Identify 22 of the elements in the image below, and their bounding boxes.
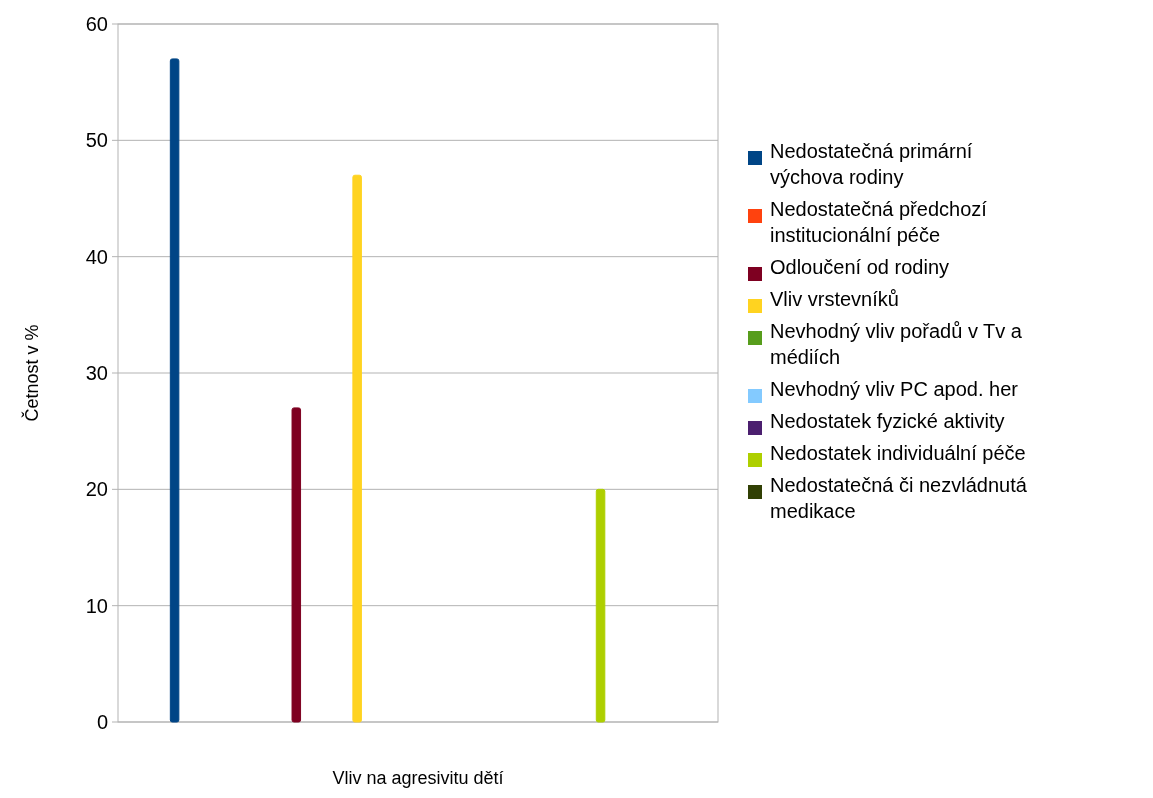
bar xyxy=(291,407,302,723)
legend-label: Nedostatečná primární výchova rodiny xyxy=(770,140,973,188)
bar xyxy=(169,58,180,723)
bar xyxy=(352,174,362,723)
legend-label: Vliv vrstevníků xyxy=(770,288,899,310)
legend-label: Nevhodný vliv PC apod. her xyxy=(770,378,1019,400)
y-tick-label: 20 xyxy=(85,478,108,501)
y-tick-label: 50 xyxy=(85,129,108,152)
y-tick-label: 30 xyxy=(85,362,108,384)
legend-label: Nedostatečná předchozí institucionální péče xyxy=(770,198,988,246)
y-axis-title: Četnost v % xyxy=(21,324,42,422)
bar xyxy=(595,488,606,723)
legend-label: Odloučení od rodiny xyxy=(770,256,950,278)
legend-label: Nedostatek individuální péče xyxy=(770,442,1026,464)
x-axis-title: Vliv na agresivitu dětí xyxy=(332,768,504,788)
y-tick-label: 60 xyxy=(85,13,108,35)
legend-label: Nevhodný vliv pořadů v Tv a médiích xyxy=(770,320,1023,368)
y-tick-label: 40 xyxy=(85,245,108,268)
y-tick-label: 0 xyxy=(96,711,108,733)
y-tick-label: 10 xyxy=(85,594,108,617)
legend-label: Nedostatečná či nezvládnutá medikace xyxy=(770,474,1028,522)
legend-label: Nedostatek fyzické aktivity xyxy=(770,410,1005,432)
